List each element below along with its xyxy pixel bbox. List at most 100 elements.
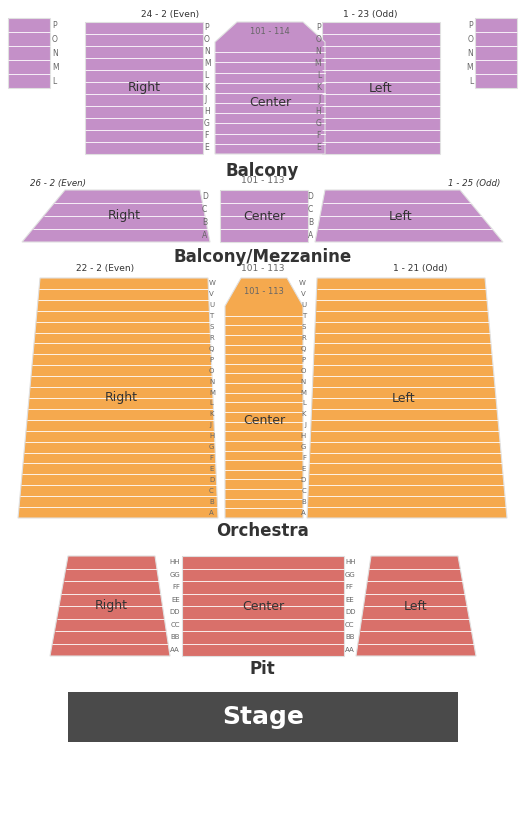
Text: O: O — [315, 35, 321, 45]
Bar — [182, 556, 344, 656]
Text: L: L — [317, 72, 321, 81]
Text: Q: Q — [301, 346, 306, 352]
Bar — [85, 22, 203, 154]
Polygon shape — [315, 190, 503, 242]
Text: Left: Left — [392, 392, 416, 404]
Text: G: G — [204, 120, 210, 129]
Text: Orchestra: Orchestra — [216, 522, 309, 540]
Polygon shape — [307, 278, 507, 518]
Text: F: F — [317, 131, 321, 140]
Text: EE: EE — [345, 596, 354, 603]
Polygon shape — [22, 190, 210, 242]
Bar — [322, 22, 440, 154]
Polygon shape — [50, 556, 170, 656]
Bar — [182, 556, 344, 656]
Text: 26 - 2 (Even): 26 - 2 (Even) — [30, 179, 86, 188]
Text: BB: BB — [345, 634, 354, 640]
Bar — [220, 190, 308, 242]
Text: P: P — [317, 23, 321, 32]
Text: K: K — [209, 412, 214, 417]
Text: Center: Center — [243, 413, 285, 427]
Text: A: A — [308, 231, 313, 240]
Text: B: B — [202, 218, 207, 227]
Text: A: A — [301, 510, 306, 516]
Text: C: C — [209, 488, 214, 493]
Text: Left: Left — [403, 600, 427, 612]
Text: O: O — [52, 35, 58, 44]
Text: Pit: Pit — [249, 660, 276, 678]
Text: 1 - 25 (Odd): 1 - 25 (Odd) — [448, 179, 500, 188]
Text: N: N — [315, 48, 321, 56]
Text: M: M — [204, 59, 211, 68]
Bar — [220, 190, 308, 242]
Text: HH: HH — [345, 559, 355, 565]
Text: Center: Center — [243, 210, 285, 223]
Polygon shape — [18, 278, 218, 518]
Text: L: L — [209, 400, 213, 407]
Text: D: D — [301, 477, 306, 483]
Bar — [322, 22, 440, 154]
Text: GG: GG — [345, 572, 356, 577]
Bar — [475, 18, 517, 88]
Text: Right: Right — [108, 210, 141, 223]
Text: N: N — [209, 379, 214, 384]
Text: O: O — [301, 368, 306, 374]
Text: FF: FF — [345, 584, 353, 590]
Text: Right: Right — [104, 392, 138, 404]
Text: M: M — [300, 389, 306, 395]
Text: L: L — [204, 72, 208, 81]
Bar — [85, 22, 203, 154]
Text: J: J — [209, 422, 211, 428]
Text: L: L — [469, 77, 473, 86]
Text: U: U — [301, 302, 306, 309]
Text: CC: CC — [171, 622, 180, 628]
Text: E: E — [204, 144, 209, 153]
Text: P: P — [204, 23, 208, 32]
Text: N: N — [52, 49, 58, 58]
Text: J: J — [319, 96, 321, 105]
Text: M: M — [314, 59, 321, 68]
Text: J: J — [204, 96, 206, 105]
Bar — [475, 18, 517, 88]
Text: 101 - 114: 101 - 114 — [250, 27, 290, 36]
Polygon shape — [225, 278, 303, 518]
Text: P: P — [209, 357, 213, 363]
Text: A: A — [209, 510, 214, 516]
Text: CC: CC — [345, 622, 354, 628]
Text: AA: AA — [345, 647, 355, 653]
Text: B: B — [308, 218, 313, 227]
Text: Balcony/Mezzanine: Balcony/Mezzanine — [173, 248, 352, 266]
Text: C: C — [308, 205, 313, 214]
Text: Center: Center — [242, 600, 284, 612]
Text: T: T — [209, 314, 213, 319]
Text: S: S — [302, 324, 306, 330]
Text: R: R — [301, 335, 306, 341]
Text: O: O — [209, 368, 214, 374]
Bar — [8, 18, 50, 88]
Text: H: H — [315, 107, 321, 116]
Text: R: R — [209, 335, 214, 341]
Text: K: K — [316, 83, 321, 92]
Text: BB: BB — [171, 634, 180, 640]
Text: O: O — [204, 35, 210, 45]
Text: Q: Q — [209, 346, 214, 352]
Text: O: O — [467, 35, 473, 44]
Text: E: E — [316, 144, 321, 153]
Text: G: G — [301, 444, 306, 450]
Text: W: W — [299, 280, 306, 286]
Bar — [68, 692, 458, 742]
Text: M: M — [466, 63, 473, 72]
Text: 101 - 113: 101 - 113 — [244, 287, 284, 296]
Text: AA: AA — [170, 647, 180, 653]
Text: 24 - 2 (Even): 24 - 2 (Even) — [141, 10, 199, 19]
Text: A: A — [202, 231, 207, 240]
Text: D: D — [202, 192, 208, 201]
Text: D: D — [209, 477, 214, 483]
Text: V: V — [209, 291, 214, 297]
Text: F: F — [209, 455, 213, 461]
Text: G: G — [209, 444, 214, 450]
Text: 1 - 23 (Odd): 1 - 23 (Odd) — [343, 10, 397, 19]
Text: F: F — [302, 455, 306, 461]
Text: 22 - 2 (Even): 22 - 2 (Even) — [76, 264, 134, 273]
Text: B: B — [209, 498, 214, 505]
